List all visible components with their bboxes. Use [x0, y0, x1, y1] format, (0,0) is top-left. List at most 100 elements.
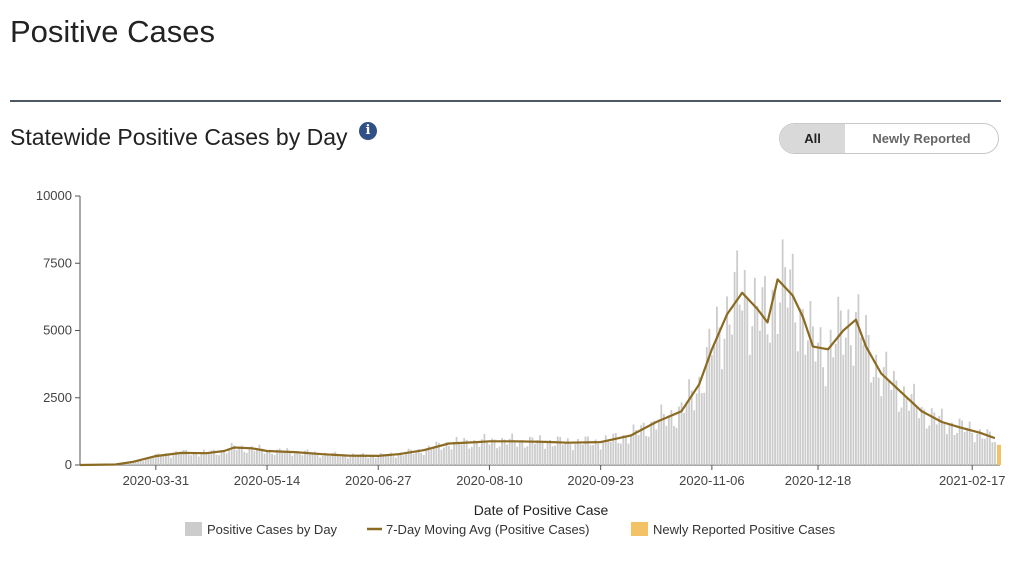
section-divider: [10, 100, 1001, 102]
daily-bar: [362, 453, 364, 465]
daily-bar: [905, 396, 908, 465]
daily-bar: [913, 383, 915, 465]
daily-bar: [776, 333, 779, 465]
daily-bar: [263, 453, 266, 465]
daily-bar: [660, 404, 663, 465]
daily-bar: [994, 442, 996, 465]
daily-bar: [872, 376, 875, 465]
daily-bar: [400, 452, 402, 465]
daily-bar: [604, 435, 607, 465]
daily-bar: [867, 334, 870, 465]
daily-bar: [966, 427, 969, 465]
daily-bar: [215, 454, 218, 465]
toggle-newly-reported-button[interactable]: Newly Reported: [845, 124, 998, 153]
daily-bar: [961, 420, 963, 465]
daily-bar: [688, 379, 691, 465]
daily-bar: [809, 301, 812, 465]
daily-bar: [185, 449, 188, 465]
y-tick-label: 7500: [43, 255, 72, 270]
daily-bar: [420, 452, 423, 465]
chart-heading: Statewide Positive Cases by Day: [10, 124, 348, 150]
daily-bar: [139, 460, 142, 465]
daily-bar: [415, 451, 418, 465]
daily-bar: [124, 463, 127, 465]
daily-bar: [632, 424, 635, 465]
daily-bar: [769, 342, 771, 465]
daily-bar: [915, 405, 918, 465]
daily-bar: [473, 439, 476, 465]
daily-bar: [503, 439, 506, 465]
daily-bar: [243, 451, 246, 465]
info-icon[interactable]: i: [359, 122, 377, 140]
daily-bar: [339, 456, 342, 465]
daily-bar: [976, 433, 979, 465]
daily-bar: [935, 424, 938, 465]
daily-bar: [650, 421, 653, 465]
daily-bar: [774, 289, 776, 465]
daily-bar: [501, 437, 503, 465]
daily-bar: [938, 415, 941, 465]
daily-bar: [713, 345, 716, 465]
daily-bar: [617, 443, 620, 465]
daily-bar: [506, 444, 509, 465]
daily-bar: [584, 436, 587, 465]
daily-bar: [685, 401, 688, 465]
daily-bar: [880, 396, 883, 465]
daily-bar: [587, 436, 589, 465]
y-tick-label: 5000: [43, 323, 72, 338]
daily-bar: [488, 444, 491, 465]
toggle-all-button[interactable]: All: [780, 124, 845, 153]
daily-bar: [218, 455, 220, 465]
daily-bar: [812, 326, 814, 465]
moving-average-line: [79, 278, 996, 467]
daily-bar: [392, 456, 395, 465]
daily-bar: [298, 454, 301, 465]
legend-label-moving-avg: 7-Day Moving Avg (Positive Cases): [386, 522, 590, 537]
daily-bar: [468, 448, 471, 465]
daily-bar: [235, 450, 238, 465]
daily-bar: [647, 436, 650, 465]
daily-bar: [882, 367, 885, 465]
daily-bar: [258, 444, 261, 465]
daily-bar: [690, 390, 693, 465]
daily-bar: [498, 446, 501, 465]
daily-bar: [240, 445, 243, 465]
daily-bar: [250, 446, 253, 465]
daily-bar: [642, 422, 645, 465]
daily-bar: [761, 287, 764, 465]
daily-bar: [326, 454, 329, 465]
newly-reported-bar: [997, 444, 1001, 465]
daily-bar: [470, 446, 473, 465]
daily-bar: [817, 342, 819, 465]
daily-bar: [223, 450, 225, 465]
daily-bar: [152, 457, 155, 465]
daily-bar: [801, 309, 804, 465]
daily-bar: [516, 446, 519, 465]
daily-bar: [738, 304, 741, 465]
daily-bar: [508, 438, 511, 465]
daily-bar: [834, 343, 837, 465]
legend-swatch-bars: [185, 522, 202, 536]
daily-bar: [758, 330, 761, 465]
daily-bar: [933, 412, 936, 465]
daily-bar: [430, 449, 433, 465]
daily-bar: [721, 369, 723, 465]
daily-bar: [877, 377, 880, 465]
daily-bar: [981, 438, 984, 465]
daily-bar: [175, 451, 177, 465]
daily-bar: [293, 453, 296, 465]
daily-bar: [159, 456, 162, 465]
daily-bar: [728, 324, 731, 465]
daily-bar: [278, 448, 281, 465]
daily-bar: [827, 347, 830, 465]
daily-bar: [172, 454, 175, 465]
daily-bar: [673, 425, 675, 465]
daily-bar: [314, 451, 316, 465]
daily-bar: [594, 439, 597, 465]
daily-bar: [589, 445, 592, 465]
daily-bar: [354, 454, 357, 465]
daily-bar: [920, 406, 923, 465]
daily-bar: [609, 441, 612, 465]
daily-bar: [137, 459, 140, 465]
daily-bar: [359, 454, 362, 465]
